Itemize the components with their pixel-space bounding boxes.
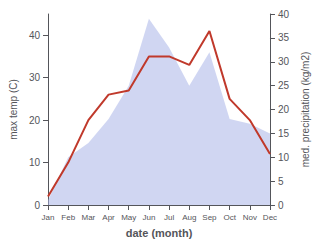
svg-text:20: 20 [278, 104, 290, 115]
svg-text:Nov: Nov [243, 213, 257, 222]
svg-text:Feb: Feb [61, 213, 75, 222]
svg-text:Jun: Jun [142, 213, 155, 222]
svg-text:Jan: Jan [42, 213, 55, 222]
svg-text:Jul: Jul [164, 213, 174, 222]
svg-text:0: 0 [34, 200, 40, 211]
svg-text:0: 0 [278, 200, 284, 211]
svg-text:10: 10 [278, 152, 290, 163]
svg-text:10: 10 [29, 157, 41, 168]
svg-text:30: 30 [278, 56, 290, 67]
svg-text:date (month): date (month) [126, 227, 193, 239]
svg-text:Sep: Sep [202, 213, 217, 222]
svg-text:5: 5 [278, 176, 284, 187]
svg-text:30: 30 [29, 72, 41, 83]
svg-text:15: 15 [278, 128, 290, 139]
svg-text:40: 40 [278, 9, 290, 20]
svg-text:max temp (C): max temp (C) [8, 79, 19, 140]
svg-text:35: 35 [278, 32, 290, 43]
svg-text:May: May [121, 213, 136, 222]
svg-text:Apr: Apr [102, 213, 115, 222]
svg-text:Mar: Mar [81, 213, 95, 222]
svg-text:Dec: Dec [263, 213, 277, 222]
svg-text:med. precipitation (kg/m2): med. precipitation (kg/m2) [300, 52, 311, 168]
svg-text:25: 25 [278, 80, 290, 91]
svg-text:40: 40 [29, 30, 41, 41]
svg-text:Aug: Aug [182, 213, 196, 222]
svg-text:Oct: Oct [223, 213, 236, 222]
svg-text:20: 20 [29, 115, 41, 126]
